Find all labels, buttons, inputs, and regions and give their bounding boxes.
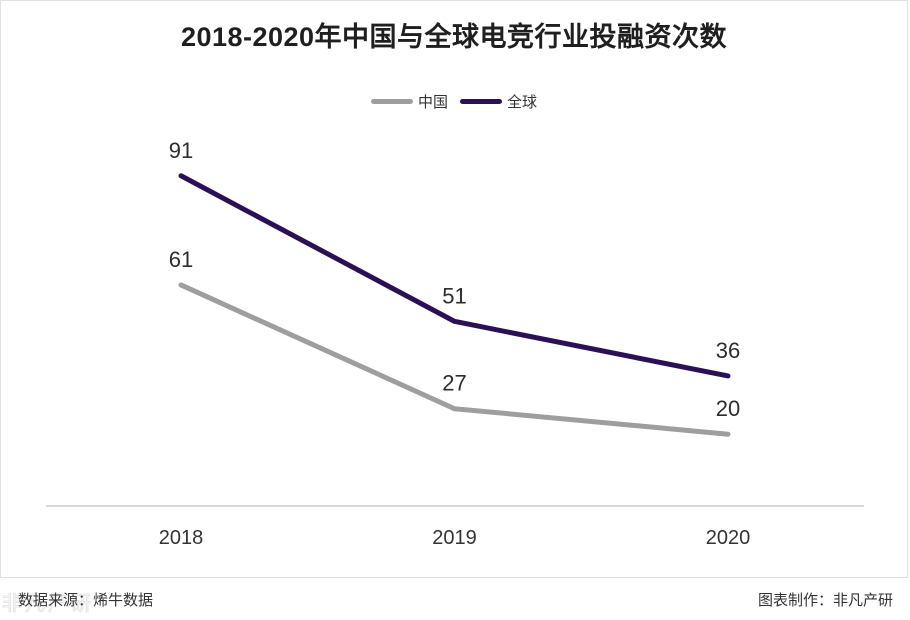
x-axis-label: 2018 <box>159 527 204 549</box>
line-chart: 61 27 20 91 51 36 2018 2019 2020 <box>46 138 864 549</box>
legend-label-china: 中国 <box>417 94 448 111</box>
data-label: 36 <box>716 338 740 363</box>
legend-label-global: 全球 <box>507 94 538 111</box>
legend-swatch-china <box>370 99 413 104</box>
series-line-1 <box>178 173 731 379</box>
data-label: 61 <box>169 247 193 272</box>
chart-card: 2018-2020年中国与全球电竞行业投融资次数 中国 全球 61 27 20 91 5… <box>0 0 908 578</box>
chart-credit-text: 图表制作：非凡产研 <box>757 592 893 609</box>
data-label: 27 <box>442 371 466 396</box>
legend-item-global[interactable]: 全球 <box>460 91 537 112</box>
x-axis-label: 2020 <box>706 527 751 549</box>
legend-swatch-global <box>460 99 502 104</box>
legend: 中国 全球 <box>1 91 907 112</box>
chart-title: 2018-2020年中国与全球电竞行业投融资次数 <box>180 22 728 52</box>
series-line-0 <box>178 282 731 437</box>
x-axis-label: 2019 <box>432 527 477 549</box>
legend-item-china[interactable]: 中国 <box>370 91 448 112</box>
data-label: 51 <box>442 283 466 308</box>
data-source-text: 数据来源：烯牛数据 <box>18 592 154 609</box>
footer: 非凡产研 数据来源：烯牛数据 图表制作：非凡产研 <box>0 578 910 620</box>
data-label: 91 <box>169 138 193 163</box>
data-label: 20 <box>716 396 740 421</box>
